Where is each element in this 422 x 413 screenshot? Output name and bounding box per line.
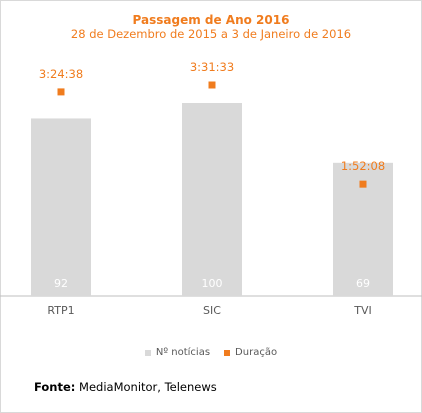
legend-swatch-count bbox=[144, 349, 151, 356]
bar-value-label: 92 bbox=[54, 277, 68, 290]
duration-marker bbox=[359, 180, 367, 188]
bar bbox=[31, 118, 91, 296]
bar-value-label: 100 bbox=[202, 277, 223, 290]
duration-label: 1:52:08 bbox=[341, 159, 385, 173]
duration-marker bbox=[208, 81, 216, 89]
bar-value-label: 69 bbox=[356, 277, 370, 290]
duration-marker bbox=[57, 88, 65, 96]
chart-title: Passagem de Ano 2016 bbox=[132, 13, 290, 27]
x-tick-label: TVI bbox=[353, 304, 372, 317]
legend-swatch-duration bbox=[224, 349, 231, 356]
duration-label: 3:31:33 bbox=[190, 60, 234, 74]
legend-label-count: Nº notícias bbox=[155, 347, 211, 358]
x-tick-label: SIC bbox=[203, 304, 221, 317]
bar bbox=[182, 103, 242, 296]
duration-label: 3:24:38 bbox=[39, 67, 83, 81]
source-note: Fonte: MediaMonitor, Telenews bbox=[34, 380, 217, 394]
x-tick-label: RTP1 bbox=[47, 304, 74, 317]
source-text: MediaMonitor, Telenews bbox=[79, 380, 217, 394]
source-label: Fonte: bbox=[34, 380, 76, 394]
chart-subtitle: 28 de Dezembro de 2015 a 3 de Janeiro de… bbox=[70, 27, 352, 41]
legend-item-count: Nº notícias bbox=[144, 347, 211, 358]
legend-label-duration: Duração bbox=[235, 347, 278, 358]
legend-item-duration: Duração bbox=[224, 347, 277, 358]
legend: Nº notícias Duração bbox=[0, 347, 422, 358]
